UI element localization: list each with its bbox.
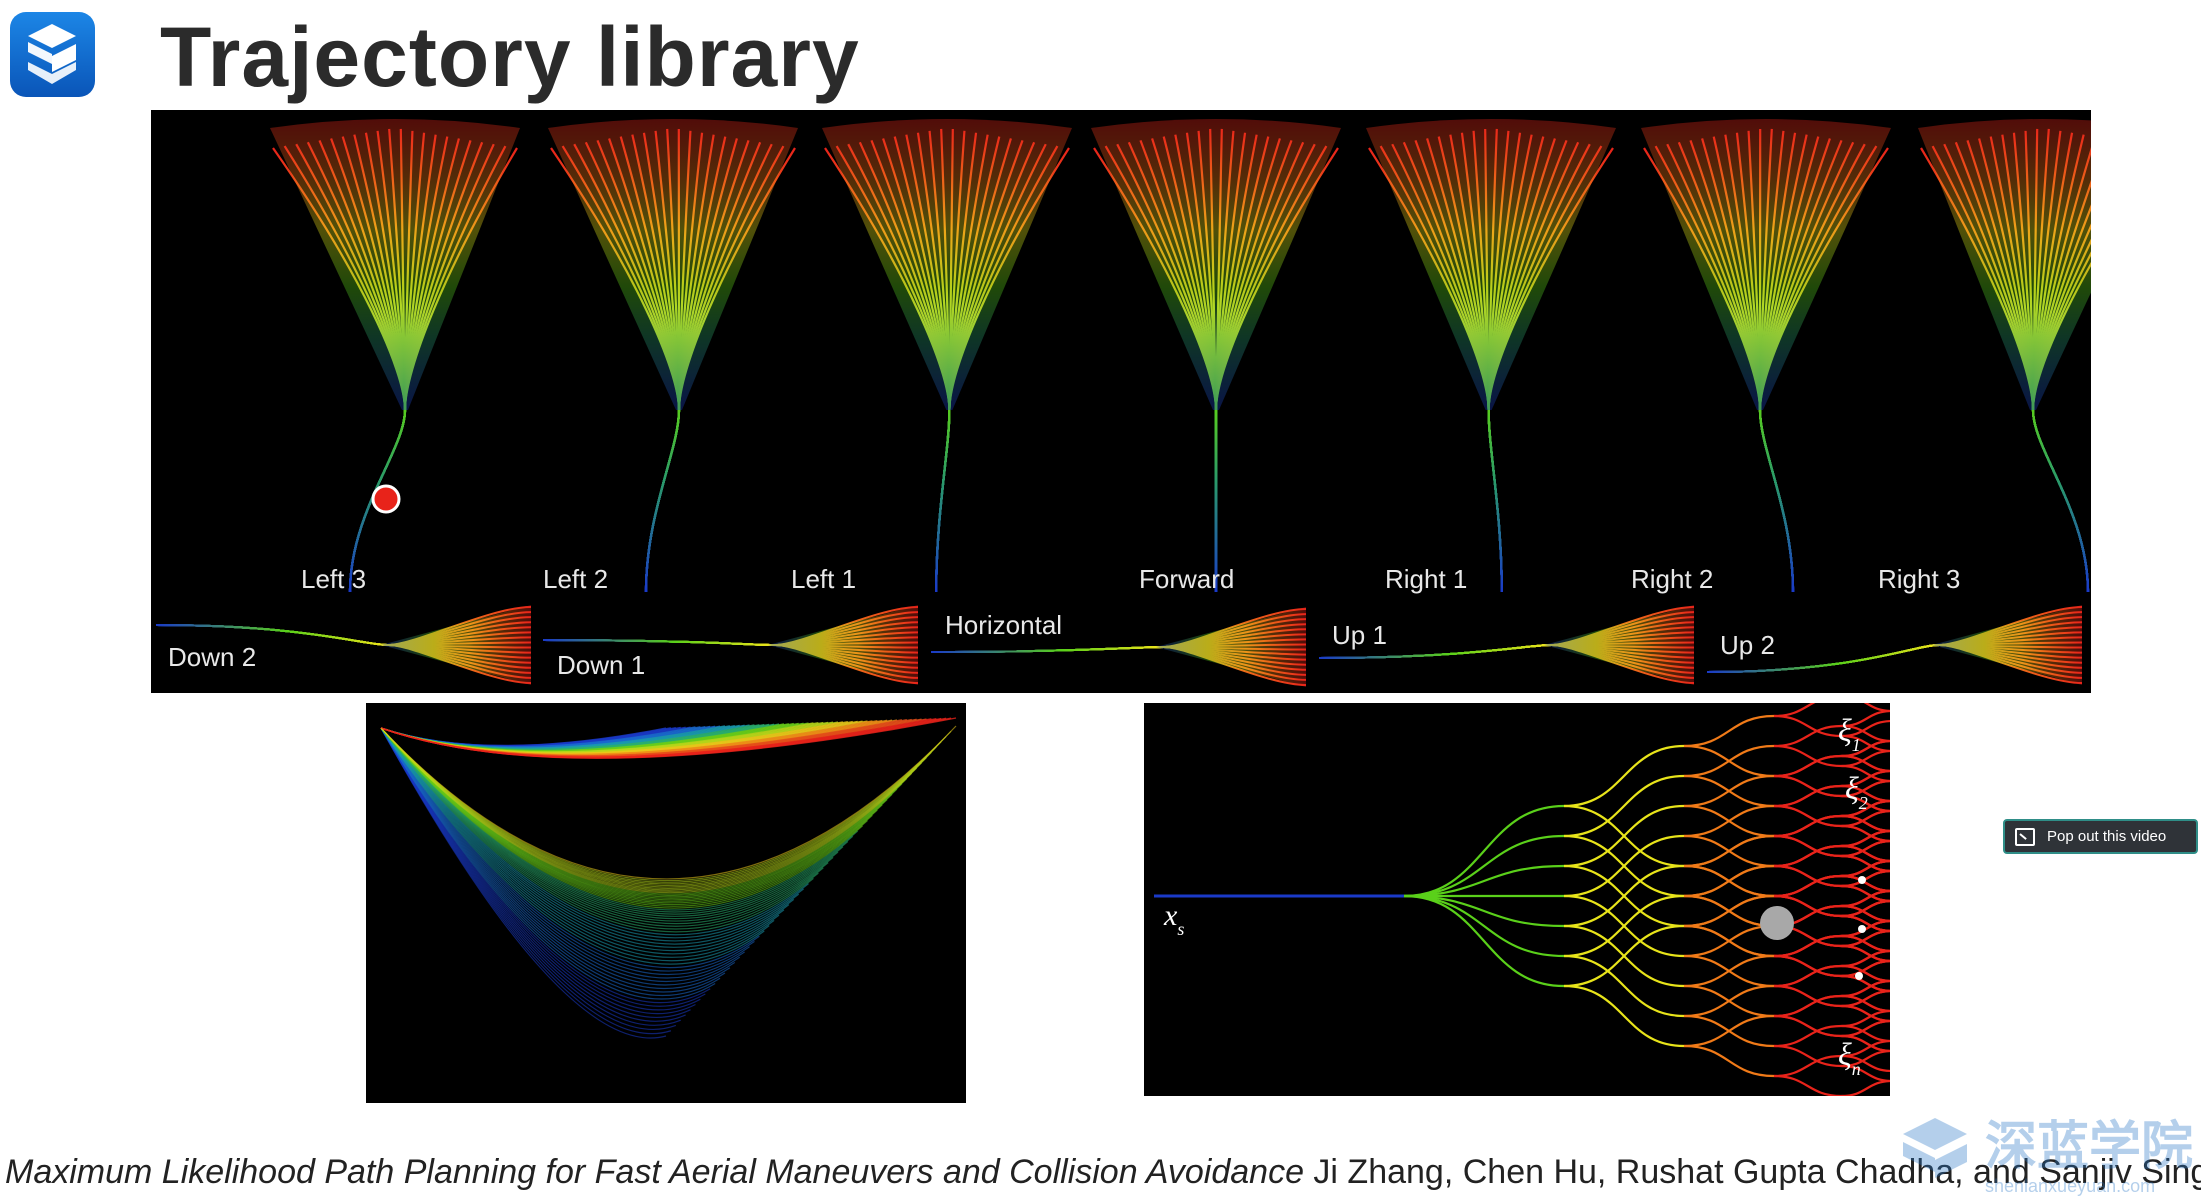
citation-title: Maximum Likelihood Path Planning for Fas… [5, 1153, 1304, 1191]
hfan-0 [155, 605, 532, 685]
pop-out-icon [2015, 827, 2035, 846]
fan-2 [822, 119, 1072, 593]
ellipsis-dot-1 [1858, 876, 1866, 884]
start-state-label: xs [1163, 899, 1184, 939]
horizontal-fans [155, 605, 2083, 687]
end-label-1: ξ1 [1838, 712, 1861, 755]
label-right-1: Right 1 [1385, 564, 1468, 594]
label-up-2: Up 2 [1720, 630, 1775, 660]
label-right-2: Right 2 [1631, 564, 1714, 594]
label-left-3: Left 3 [301, 564, 367, 594]
trajectory-library-figure: Left 3 Left 2 Left 1 Forward Right 1 Rig… [151, 110, 2091, 693]
label-right-3: Right 3 [1878, 564, 1961, 594]
hfan-1 [542, 605, 919, 685]
label-left-1: Left 1 [791, 564, 857, 594]
label-horizontal: Horizontal [945, 610, 1063, 640]
tree-branches [1154, 703, 1890, 1096]
fan-4 [1366, 119, 1616, 593]
citation: Maximum Likelihood Path Planning for Fas… [5, 1150, 2201, 1194]
hfan-3 [1318, 605, 1695, 685]
fan-0 [270, 119, 520, 593]
label-down-1: Down 1 [557, 650, 646, 680]
cursor-dot [371, 484, 401, 514]
end-label-2: ξ2 [1845, 770, 1868, 813]
3d-trajectory-library-figure [366, 703, 966, 1103]
ellipsis-dot-3 [1855, 972, 1863, 980]
hfan-4 [1706, 605, 2083, 685]
watermark-url: shenlanxueyuan.com [1985, 1176, 2155, 1196]
trajectory-tree-figure: xs ξ1 ξ2 ξn [1144, 703, 1890, 1096]
label-forward: Forward [1139, 564, 1235, 594]
watermark-svg: 深蓝学院 shenlanxueyuan.com [1903, 1117, 2193, 1196]
page-title: Trajectory library [160, 10, 860, 104]
3d-library-svg [380, 717, 957, 1039]
watermark-logo-icon [1903, 1118, 1967, 1178]
pop-out-video-button[interactable]: Pop out this video [2003, 819, 2198, 854]
obstacle-circle [1760, 906, 1794, 940]
fan-3 [1091, 119, 1341, 592]
3d-library-curves [380, 717, 957, 1039]
ellipsis-dot-2 [1858, 925, 1866, 933]
hfan-2 [930, 607, 1307, 687]
fan-6 [1918, 119, 2091, 593]
logo-icon [28, 24, 76, 84]
trajectory-tree-svg: xs ξ1 ξ2 ξn [1154, 703, 1890, 1096]
watermark: 深蓝学院 shenlanxueyuan.com [1885, 1110, 2201, 1197]
fan-1 [548, 119, 798, 593]
end-label-n: ξn [1838, 1036, 1861, 1079]
label-left-2: Left 2 [543, 564, 609, 594]
citation-authors: Ji Zhang, Chen Hu, Rushat Gupta Chadha, … [1303, 1153, 2201, 1191]
trajectory-fans-svg [155, 119, 2091, 687]
vertical-fans [270, 119, 2091, 593]
pop-out-label: Pop out this video [2047, 828, 2167, 845]
app-logo [10, 12, 95, 97]
label-down-2: Down 2 [168, 642, 257, 672]
watermark-text: 深蓝学院 [1985, 1117, 2193, 1177]
fan-5 [1641, 119, 1891, 593]
label-up-1: Up 1 [1332, 620, 1387, 650]
